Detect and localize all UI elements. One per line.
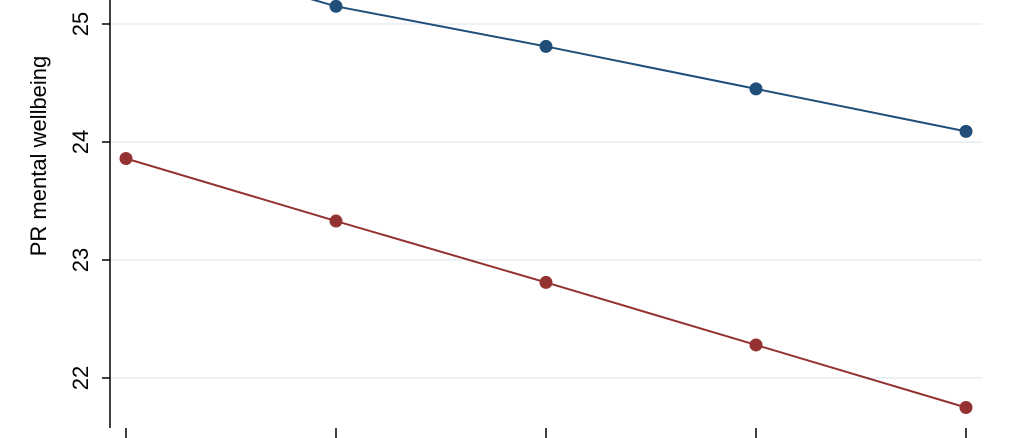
y-tick-label: 25	[68, 12, 93, 36]
data-point	[959, 124, 973, 138]
y-axis-title: PR mental wellbeing	[26, 56, 51, 257]
y-tick-label: 23	[68, 248, 93, 272]
data-point	[539, 275, 553, 289]
y-tick-label: 22	[68, 366, 93, 390]
axes: PR mental wellbeing 22 23 24 25	[26, 0, 967, 438]
data-point	[539, 39, 553, 53]
data-point	[749, 338, 763, 352]
series-layer	[119, 0, 973, 414]
data-point	[329, 0, 343, 13]
y-tick-label: 24	[68, 130, 93, 154]
data-point	[119, 152, 133, 166]
data-point	[749, 82, 763, 96]
gridlines	[110, 23, 982, 379]
series-line-1	[310, 0, 967, 133]
data-point	[959, 401, 973, 414]
data-point	[329, 214, 343, 228]
